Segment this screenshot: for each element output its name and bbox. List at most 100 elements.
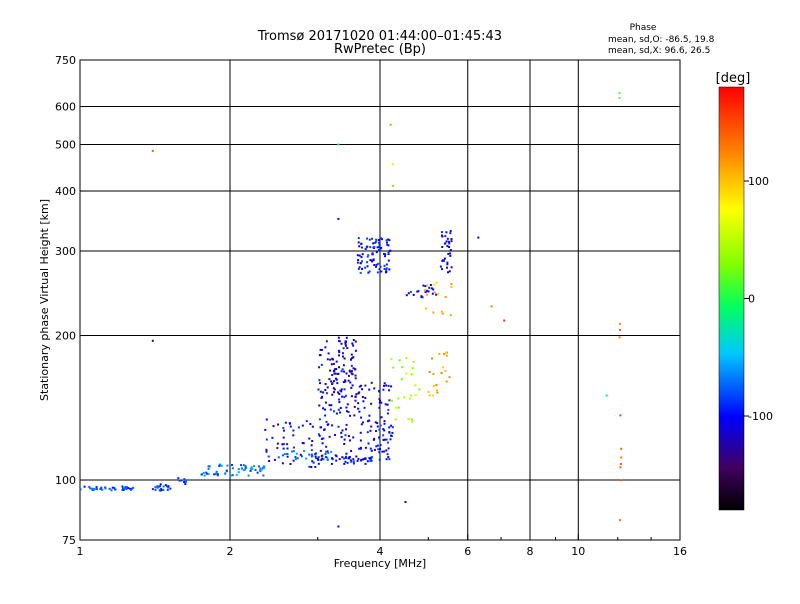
data-point bbox=[445, 354, 448, 357]
data-point bbox=[370, 259, 373, 262]
data-point bbox=[282, 429, 285, 432]
data-point bbox=[449, 232, 452, 235]
data-point bbox=[342, 381, 345, 384]
data-point bbox=[402, 396, 405, 399]
data-point bbox=[435, 293, 438, 296]
data-point bbox=[326, 456, 329, 459]
data-point bbox=[309, 423, 312, 425]
data-point bbox=[341, 352, 344, 355]
data-point bbox=[310, 453, 313, 456]
data-point bbox=[260, 468, 263, 471]
data-point bbox=[250, 467, 253, 470]
data-point bbox=[366, 431, 369, 434]
data-point bbox=[327, 423, 330, 426]
data-point bbox=[417, 290, 420, 293]
data-point bbox=[328, 378, 331, 381]
data-point bbox=[338, 340, 341, 343]
data-point bbox=[297, 426, 300, 429]
data-point bbox=[340, 436, 343, 438]
data-point bbox=[282, 426, 285, 429]
data-point bbox=[383, 420, 386, 423]
data-point bbox=[346, 410, 348, 413]
y-tick-label: 100 bbox=[55, 474, 76, 487]
data-point bbox=[284, 452, 287, 455]
data-point bbox=[383, 267, 386, 270]
data-point bbox=[320, 397, 323, 399]
data-point bbox=[388, 268, 391, 271]
data-point bbox=[359, 271, 362, 274]
data-point bbox=[387, 238, 390, 241]
data-point bbox=[378, 246, 381, 249]
data-point bbox=[242, 464, 245, 467]
data-point bbox=[215, 472, 218, 475]
data-point bbox=[376, 422, 379, 425]
data-point bbox=[441, 259, 444, 262]
data-point bbox=[411, 420, 414, 423]
data-point bbox=[262, 467, 265, 470]
y-axis-ticks: 75 100 200 300 400 500 600 750 bbox=[55, 54, 86, 547]
data-point bbox=[412, 361, 415, 363]
data-point bbox=[385, 269, 388, 272]
data-point bbox=[428, 370, 431, 373]
data-point bbox=[292, 434, 295, 437]
data-point bbox=[356, 261, 359, 264]
data-point bbox=[166, 488, 169, 491]
data-point bbox=[240, 467, 243, 470]
x-tick-label: 4 bbox=[377, 545, 384, 558]
data-point bbox=[362, 458, 365, 461]
data-point bbox=[218, 463, 221, 466]
data-point bbox=[281, 443, 284, 446]
data-point bbox=[443, 257, 446, 260]
data-point bbox=[385, 263, 388, 266]
data-point bbox=[414, 394, 417, 397]
data-point bbox=[96, 488, 98, 491]
data-point bbox=[388, 239, 391, 242]
data-point bbox=[151, 149, 154, 152]
data-point bbox=[411, 367, 414, 370]
data-point bbox=[319, 449, 322, 452]
data-point bbox=[383, 429, 386, 432]
data-point bbox=[368, 414, 371, 417]
data-point bbox=[388, 426, 391, 429]
data-point bbox=[372, 259, 375, 262]
data-point bbox=[384, 255, 386, 258]
data-point bbox=[410, 418, 413, 421]
data-point bbox=[360, 384, 363, 387]
data-point bbox=[339, 411, 342, 414]
data-point bbox=[364, 248, 367, 250]
phase-heading: Phase bbox=[630, 23, 657, 33]
y-tick-label: 500 bbox=[55, 139, 76, 152]
data-point bbox=[450, 240, 453, 243]
data-point bbox=[345, 455, 347, 458]
data-point bbox=[333, 372, 336, 375]
data-point bbox=[379, 424, 382, 427]
data-point bbox=[336, 372, 339, 375]
x-tick-label: 10 bbox=[571, 545, 585, 558]
data-point bbox=[345, 452, 348, 455]
data-point bbox=[370, 456, 373, 459]
data-point bbox=[373, 246, 376, 248]
data-point bbox=[330, 450, 333, 453]
data-point bbox=[282, 454, 284, 457]
data-point bbox=[392, 163, 395, 166]
data-point bbox=[350, 460, 353, 463]
data-point bbox=[250, 466, 253, 469]
data-point bbox=[299, 453, 302, 456]
data-point bbox=[317, 462, 320, 465]
colorbar-ticks: 100 0 -100 bbox=[744, 175, 773, 423]
data-point bbox=[392, 366, 395, 369]
data-point bbox=[180, 479, 183, 482]
data-point bbox=[344, 344, 347, 347]
data-point bbox=[360, 416, 363, 419]
data-point bbox=[389, 123, 392, 126]
data-point bbox=[424, 291, 427, 294]
data-point bbox=[344, 379, 347, 382]
data-point bbox=[330, 363, 333, 366]
data-point bbox=[339, 407, 342, 409]
data-point bbox=[216, 473, 219, 476]
data-point bbox=[206, 472, 208, 475]
data-point bbox=[203, 474, 206, 477]
data-point bbox=[132, 486, 135, 489]
data-point bbox=[338, 401, 341, 404]
data-point bbox=[226, 464, 229, 467]
